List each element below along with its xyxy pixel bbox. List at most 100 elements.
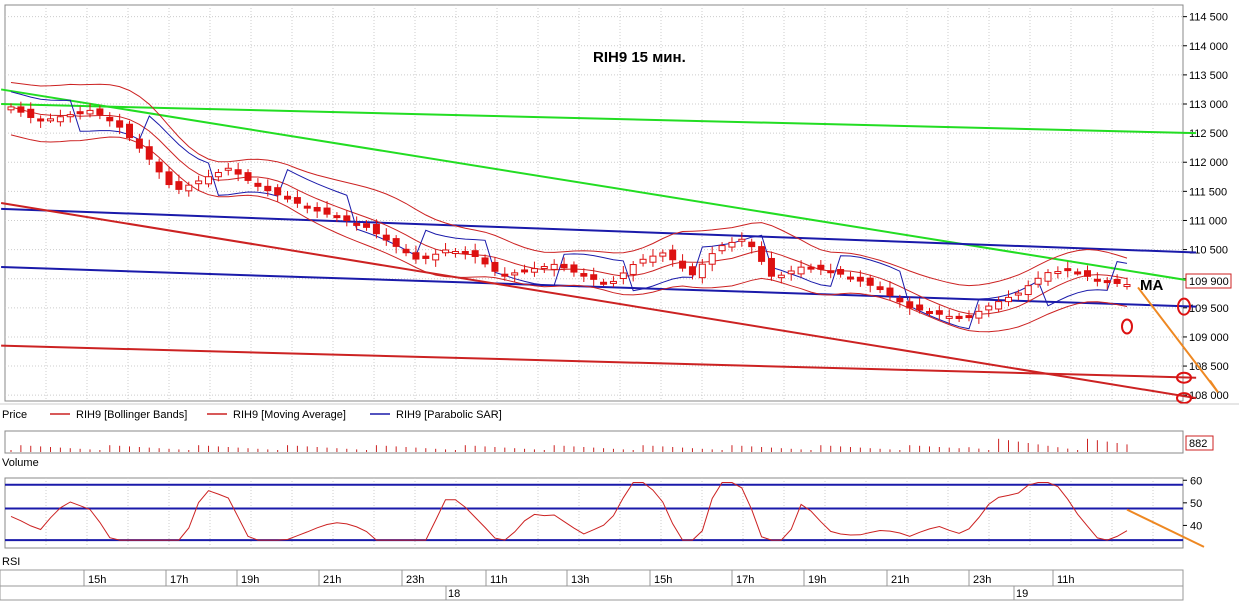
last-price-box	[1185, 273, 1232, 289]
candle-body	[1034, 277, 1042, 285]
bollinger-bands	[10, 82, 1128, 333]
candle-body	[481, 257, 489, 265]
candle-body	[600, 281, 608, 285]
candle-body	[619, 272, 627, 280]
hour-label: 23h	[973, 574, 991, 586]
candle-body	[698, 263, 706, 279]
marker-ellipse	[1177, 297, 1191, 316]
candle-body	[501, 273, 509, 277]
rsi-tick-label: 60	[1190, 475, 1202, 487]
price-axis: 114 500 114 000 113 500 113 000 112 500 112 0…	[1183, 12, 1229, 402]
candle-body	[7, 106, 15, 111]
candle-body	[234, 169, 242, 175]
candle-body	[846, 276, 854, 280]
rsi-panel-label: RSI	[2, 556, 20, 568]
rsi-series	[10, 482, 1128, 541]
candle-body	[313, 206, 321, 212]
trendline	[1, 266, 1197, 308]
candle-body	[896, 297, 904, 303]
day-axis	[0, 585, 1184, 601]
y-tick-label: 113 000	[1189, 99, 1228, 111]
candle-body	[856, 276, 864, 282]
candle-body	[224, 167, 232, 171]
candle-body	[135, 138, 143, 149]
candle-body	[284, 195, 292, 200]
volume-value-box	[1185, 435, 1214, 451]
candle-body	[205, 176, 213, 185]
candle-body	[96, 108, 104, 115]
candle-body	[1074, 271, 1082, 275]
y-tick-label: 114 000	[1189, 41, 1228, 53]
y-tick-label: 114 500	[1189, 12, 1228, 24]
hour-label: 17h	[736, 574, 754, 586]
candle-body	[461, 250, 469, 255]
forecast-arrow-head	[1209, 380, 1219, 393]
candle-body	[293, 197, 301, 204]
hour-label: 19h	[808, 574, 826, 586]
volume-bars	[10, 438, 1128, 452]
bollinger-lower	[10, 134, 1128, 333]
candle-body	[155, 161, 163, 173]
y-tick-label: 109 000	[1189, 332, 1229, 344]
candle-body	[471, 250, 479, 257]
candle-body	[985, 305, 993, 311]
y-tick-label: 110 500	[1189, 245, 1228, 257]
candle-body	[175, 181, 183, 190]
trendlines	[0, 88, 1197, 400]
markers	[1121, 286, 1219, 405]
candle-body	[866, 277, 874, 286]
candle-body	[876, 286, 884, 291]
candle-body	[550, 263, 558, 270]
candle-body	[264, 185, 272, 192]
candle-body	[945, 315, 953, 319]
rsi-tick-label: 40	[1190, 520, 1202, 532]
marker-ellipse	[1176, 392, 1192, 405]
rsi-forecast-arrow	[1126, 508, 1205, 548]
candle-body	[955, 315, 963, 319]
candle-body	[629, 264, 637, 275]
candle-body	[965, 315, 973, 319]
candle-body	[797, 266, 805, 275]
candle-body	[126, 123, 134, 139]
candle-body	[442, 249, 450, 254]
candle-body	[116, 120, 124, 128]
candle-body	[343, 215, 351, 221]
y-tick-label: 109 500	[1189, 303, 1229, 315]
hour-label: 15h	[88, 574, 106, 586]
candle-body	[422, 255, 430, 259]
candle-body	[728, 241, 736, 248]
candle-body	[17, 106, 25, 113]
candle-body	[975, 310, 983, 319]
marker-ellipse	[1121, 318, 1133, 335]
candle-body	[530, 268, 538, 273]
hour-label: 13h	[571, 574, 589, 586]
candle-body	[1044, 272, 1052, 282]
legend-ma: RIH9 [Moving Average]	[233, 409, 346, 421]
candle-body	[837, 269, 845, 275]
candle-body	[402, 248, 410, 254]
hour-label: 11h	[1057, 574, 1075, 586]
candle-body	[807, 266, 815, 270]
candle-body	[1064, 268, 1072, 272]
candle-body	[906, 301, 914, 309]
candle-body	[560, 263, 568, 269]
candle-body	[659, 252, 667, 257]
candle-body	[1004, 296, 1012, 303]
day-label: 19	[1016, 588, 1028, 600]
candle-body	[1093, 278, 1101, 282]
candle-body	[323, 207, 331, 215]
candle-body	[86, 109, 94, 115]
candle-body	[303, 205, 311, 209]
ma-annotation: MA	[1140, 277, 1163, 294]
rsi-tick-label: 50	[1190, 498, 1202, 510]
candle-body	[1083, 270, 1091, 277]
candle-body	[27, 108, 35, 118]
candle-body	[669, 249, 677, 261]
candle-body	[639, 258, 647, 264]
rsi-panel	[4, 477, 1184, 549]
parabolic-sar	[10, 91, 1128, 330]
candle-body	[748, 241, 756, 248]
hour-label: 21h	[891, 574, 909, 586]
candle-body	[244, 172, 252, 181]
candle-body	[1123, 284, 1131, 288]
